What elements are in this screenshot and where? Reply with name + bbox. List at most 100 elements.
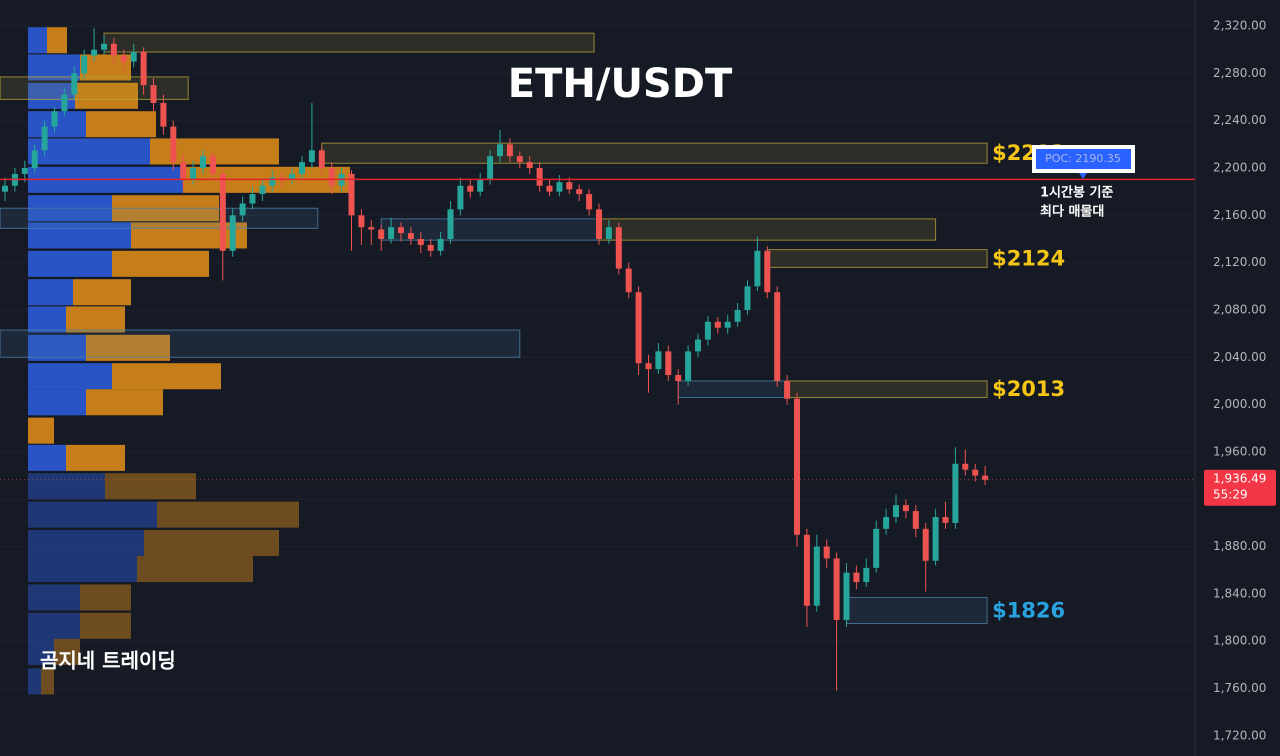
candle-body: [140, 52, 147, 86]
zone: [677, 380, 788, 399]
poc-box-inner: [1036, 149, 1131, 169]
candle-body: [289, 173, 296, 180]
candle-body: [170, 126, 177, 163]
candle-body: [328, 168, 335, 186]
candle-body: [536, 168, 543, 186]
candle-body: [299, 162, 305, 174]
y-tick-label: 1,760.00: [1213, 681, 1266, 695]
candle-body: [843, 572, 850, 620]
candle-body: [853, 572, 860, 583]
candle-body: [665, 351, 672, 376]
candle-body: [764, 250, 771, 293]
volume-sell: [86, 334, 170, 361]
zone: [786, 380, 988, 399]
volume-sell: [131, 222, 247, 249]
volume-sell: [80, 612, 131, 639]
y-tick-label: 1,800.00: [1213, 634, 1266, 648]
candle-body: [91, 49, 98, 56]
zone: [0, 329, 521, 358]
zone: [598, 218, 937, 241]
y-tick-label: 2,000.00: [1213, 397, 1266, 411]
candle-body: [477, 179, 484, 192]
candle-body: [101, 43, 107, 50]
poc-pointer: [1079, 173, 1087, 179]
volume-sell: [41, 668, 54, 695]
zone: [321, 142, 988, 164]
y-tick-label: 2,320.00: [1213, 19, 1266, 33]
candle-body: [81, 55, 88, 74]
candle-body: [457, 185, 464, 210]
candle-body: [645, 363, 652, 370]
candle-body: [497, 144, 503, 157]
candle-body: [685, 351, 692, 381]
candle-body: [912, 511, 919, 529]
candle-body: [922, 528, 929, 561]
poc-label: POC: 2190.35: [1045, 152, 1121, 165]
candle-body: [31, 150, 38, 168]
candle-body: [675, 375, 682, 381]
candle-body: [586, 194, 593, 210]
candle-body: [358, 215, 365, 228]
volume-buy: [28, 334, 86, 361]
candle-body: [467, 185, 474, 192]
candle-body: [883, 517, 890, 529]
candle-body: [566, 182, 573, 190]
candle-body: [437, 238, 444, 251]
candle-body: [41, 126, 48, 151]
candle-body: [714, 321, 721, 328]
candle-body: [962, 463, 969, 470]
candle-body: [427, 244, 434, 251]
candle-body: [932, 517, 939, 561]
y-tick-label: 1,880.00: [1213, 539, 1266, 553]
candle-body: [704, 321, 711, 340]
y-tick-label: 2,200.00: [1213, 161, 1266, 175]
volume-buy: [28, 363, 112, 390]
candle-body: [447, 209, 454, 239]
candle-body: [833, 558, 840, 620]
volume-sell: [112, 363, 221, 390]
candle-body: [942, 517, 949, 523]
candle-body: [209, 156, 216, 174]
candle-body: [249, 194, 256, 204]
candle-body: [902, 505, 909, 512]
candle-body: [526, 162, 533, 168]
candle-body: [774, 292, 781, 381]
candle-body: [863, 567, 870, 583]
candle-body: [21, 168, 28, 174]
candle-body: [348, 173, 355, 216]
candle-body: [219, 173, 226, 251]
candle-body: [982, 475, 989, 480]
volume-sell: [73, 279, 131, 306]
volume-buy: [28, 584, 80, 611]
candle-body: [239, 203, 246, 216]
zone: [103, 32, 595, 53]
volume-sell: [144, 530, 279, 557]
volume-buy: [28, 279, 73, 306]
volume-sell: [28, 417, 54, 444]
volume-buy: [28, 306, 66, 333]
watermark: 곰지네 트레이딩: [40, 649, 176, 673]
candle-body: [823, 546, 830, 559]
candle-body: [487, 156, 494, 180]
y-tick-label: 2,240.00: [1213, 113, 1266, 127]
candle-body: [615, 227, 622, 269]
candle-body: [655, 351, 662, 370]
candle-body: [150, 85, 157, 103]
candle-body: [2, 185, 8, 192]
y-tick-label: 2,080.00: [1213, 302, 1266, 316]
candle-body: [576, 189, 583, 195]
y-tick-label: 1,960.00: [1213, 444, 1266, 458]
poc-note: 최다 매물대: [1040, 204, 1104, 220]
volume-sell: [80, 584, 131, 611]
candle-body: [120, 55, 127, 62]
zone-label: $2124: [992, 247, 1065, 271]
candle-body: [972, 469, 979, 476]
y-tick-label: 1,840.00: [1213, 586, 1266, 600]
last-price-tag: [1204, 469, 1276, 506]
candle-body: [200, 156, 206, 168]
candle-body: [407, 233, 414, 239]
volume-sell: [86, 111, 156, 138]
candle-body: [51, 111, 58, 127]
candle-body: [61, 94, 68, 112]
volume-sell: [54, 638, 80, 665]
